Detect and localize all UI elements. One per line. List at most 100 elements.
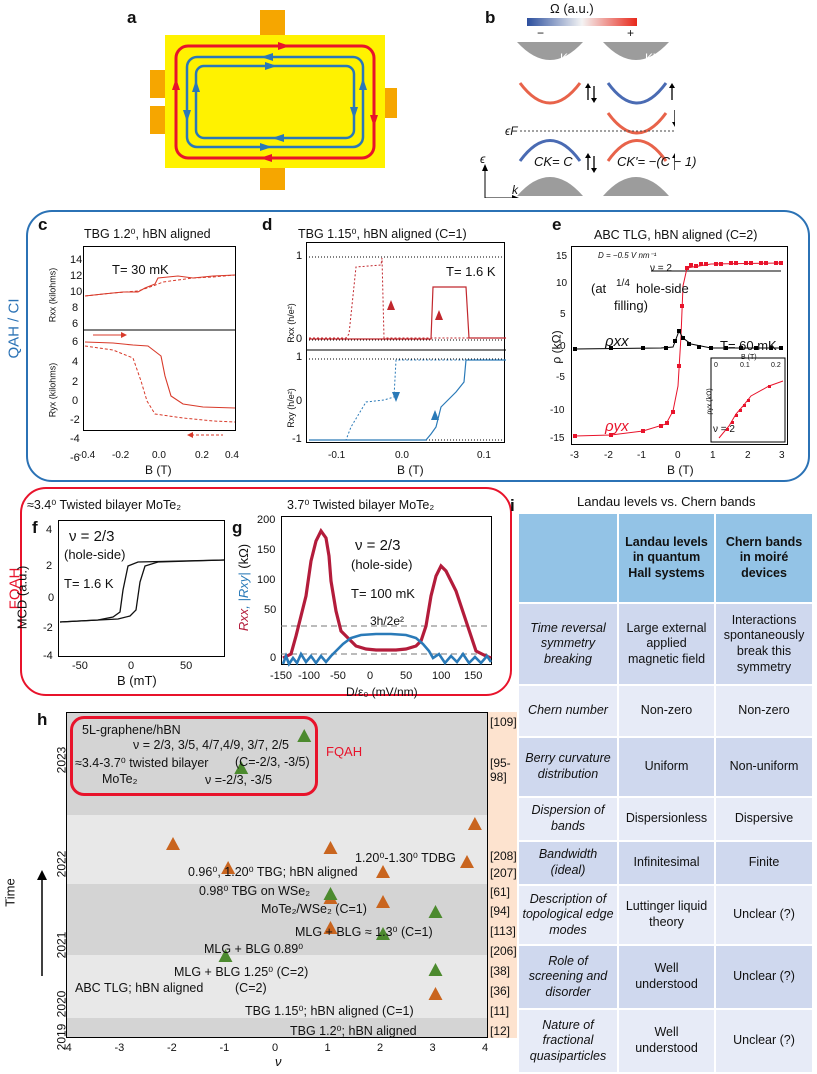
table-row-heading: Bandwidth (ideal) (517, 840, 619, 886)
panel-e-nu-top: ν = 2 (650, 263, 672, 274)
rho-yx-marker (744, 261, 748, 265)
panel-g-temperature: T= 100 mK (351, 586, 415, 601)
rho-yx-marker (699, 262, 703, 266)
rho-yx-marker (759, 261, 763, 265)
rho-yx-marker (694, 264, 698, 268)
comparison-table: Landau levels in quantum Hall systems Che… (517, 512, 814, 1074)
timeline-point (376, 927, 390, 940)
y-tick-label: 5 (560, 309, 566, 320)
panel-e-inset-xlabel: B (T) (741, 354, 757, 361)
timeline-point (323, 921, 338, 934)
x-tick-label: 0 (272, 1042, 279, 1054)
timeline-point (376, 865, 390, 878)
fermi-level-label: ϵF (505, 124, 518, 138)
x-tick-label: -2 (604, 450, 613, 461)
valley-kprime-label: K' (645, 51, 656, 65)
rho-xx-marker (677, 329, 681, 333)
x-tick-label: -2 (167, 1042, 177, 1054)
panel-label-d: d (262, 215, 273, 234)
timeline-point (323, 887, 338, 900)
x-tick-label: -0.1 (328, 450, 346, 461)
reference-label: [61] (490, 885, 511, 899)
rho-yx-marker (764, 261, 768, 265)
rho-yx-marker (671, 410, 675, 414)
rho-xx-marker (769, 346, 773, 350)
y-tick-label: 6 (72, 336, 79, 348)
y-tick-label: 0 (72, 395, 79, 407)
x-tick-label: 0.0 (152, 450, 166, 461)
x-tick-label: 2 (745, 450, 751, 461)
y-tick-label: 0 (48, 592, 55, 604)
y-tick-label: 6 (72, 318, 79, 330)
table-cell-chern: Interactions spontaneously break this sy… (714, 602, 814, 686)
timeline-point (376, 895, 390, 908)
timeline-label: ν =-2/3, -3/5 (205, 773, 273, 787)
x-tick-label: 4 (482, 1042, 489, 1054)
timeline-label: MoTe₂/WSe₂ (C=1) (261, 902, 367, 916)
x-tick-label: -3 (114, 1042, 125, 1054)
timeline-label: MLG + BLG ≈ 1.3⁰ (C=1) (295, 925, 433, 939)
inset-tick-label: 0 (714, 362, 718, 369)
reference-label: [208] (490, 849, 517, 863)
band-structure-diagram (482, 42, 675, 198)
timeline-markers (166, 729, 482, 1000)
panel-e-rho-yx: ρyx (605, 418, 629, 435)
timeline-point (428, 987, 443, 1000)
x-tick-label: 0.2 (195, 450, 209, 461)
table-row-heading: Nature of fractional quasiparticles (517, 1008, 619, 1074)
reference-label: 98] (490, 770, 507, 784)
panel-g-ylabel-rxx: Rxx (236, 608, 252, 632)
panel-f-filling: ν = 2/3 (69, 528, 115, 545)
panel-e-note-3: filling) (614, 298, 648, 313)
inset-tick-label: 0.2 (771, 362, 781, 369)
panel-label-a: a (127, 8, 137, 27)
rho-yx-marker (641, 429, 645, 433)
table-cell-landau: Luttinger liquid theory (616, 884, 717, 946)
qah-ci-section-box (26, 210, 810, 482)
panel-e-title: ABC TLG, hBN aligned (C=2) (594, 228, 758, 242)
refs-background (488, 712, 518, 1038)
table-row-heading: Role of screening and disorder (517, 944, 619, 1010)
reference-label: [113] (490, 924, 516, 938)
y-tick-label: 12 (70, 270, 83, 282)
timeline-label: ≈3.4-3.7⁰ twisted bilayer (75, 756, 209, 770)
rho-xx-marker (754, 346, 758, 350)
reference-label: [36] (490, 984, 511, 998)
panel-e-note-2: hole-side (636, 281, 689, 296)
y-tick-label: -6 (70, 452, 80, 464)
colorbar-plus: + (627, 26, 635, 40)
panel-label-e: e (552, 215, 562, 234)
x-tick-label: -50 (72, 660, 88, 672)
x-tick-label: 3 (779, 450, 785, 461)
x-tick-label: -3 (570, 450, 579, 461)
rho-yx-marker (779, 261, 783, 265)
reference-label: [109] (490, 715, 517, 729)
rho-yx-marker (749, 261, 753, 265)
timeline-point (166, 837, 180, 850)
panel-f-ylabel: MCD (a.u.) (14, 565, 30, 630)
rho-yx-marker (685, 266, 689, 270)
panel-g-ylabel: Rxx, |Rxy| (kΩ) (236, 544, 251, 631)
timeline-label: TBG 1.15⁰; hBN aligned (C=1) (245, 1004, 414, 1018)
timeline-label: 5L-graphene/hBN (82, 723, 181, 737)
band-2022 (67, 815, 487, 884)
y-tick-label: 100 (257, 574, 276, 586)
x-tick-label: -1 (637, 450, 646, 461)
panel-e-inset-ylabel: ρyx (kΩ) (706, 388, 714, 415)
rho-xx-marker (664, 346, 668, 350)
timeline-point (297, 729, 312, 742)
timeline-point (234, 761, 249, 774)
panel-g-ylabel-unit: (kΩ) (236, 543, 252, 573)
fqah-section-box (20, 487, 512, 696)
rho-yx-marker (774, 261, 778, 265)
band-2020 (67, 955, 487, 1018)
panel-e-field: D = −0.5 V nm⁻¹ (598, 251, 657, 260)
inset-tick-label: 0.1 (740, 362, 750, 369)
panel-c-xlabel: B (T) (145, 463, 172, 477)
rho-xx-marker (641, 346, 645, 350)
table-cell-landau: Well understood (616, 1008, 717, 1074)
hall-bar-schematic (150, 10, 397, 190)
year-label: 2022 (54, 850, 69, 878)
rho-yx-marker (659, 424, 663, 428)
berry-curvature-label: Ω (a.u.) (550, 1, 594, 16)
